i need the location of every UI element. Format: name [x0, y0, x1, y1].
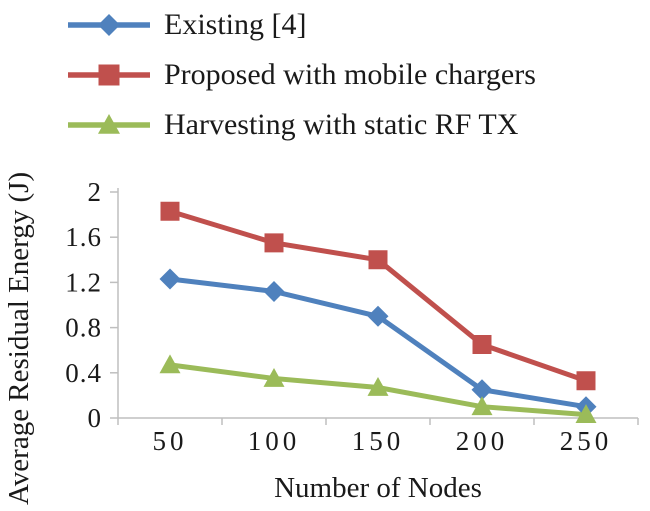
svg-text:0.8: 0.8 [65, 313, 102, 343]
svg-text:1.6: 1.6 [65, 222, 102, 252]
legend: Existing [4] Proposed with mobile charge… [66, 8, 536, 141]
svg-text:1.2: 1.2 [65, 267, 102, 297]
x-axis-title: Number of Nodes [274, 472, 482, 504]
legend-label: Existing [4] [164, 8, 307, 41]
svg-text:250: 250 [560, 426, 613, 456]
legend-line-diamond-icon [68, 13, 150, 36]
svg-text:150: 150 [352, 426, 405, 456]
y-axis-title: Average Residual Energy (J) [3, 171, 35, 505]
legend-label: Harvesting with static RF TX [164, 108, 519, 141]
svg-text:50: 50 [153, 426, 188, 456]
legend-item-existing: Existing [4] [66, 8, 536, 41]
svg-text:2: 2 [88, 177, 103, 207]
svg-text:200: 200 [456, 426, 509, 456]
legend-item-harvesting: Harvesting with static RF TX [66, 108, 536, 141]
svg-text:0.4: 0.4 [65, 358, 102, 388]
legend-line-square-icon [68, 64, 150, 85]
legend-item-proposed: Proposed with mobile chargers [66, 58, 536, 91]
svg-text:0: 0 [88, 403, 103, 433]
legend-label: Proposed with mobile chargers [164, 58, 536, 91]
svg-text:100: 100 [248, 426, 301, 456]
legend-line-triangle-icon [68, 113, 150, 134]
